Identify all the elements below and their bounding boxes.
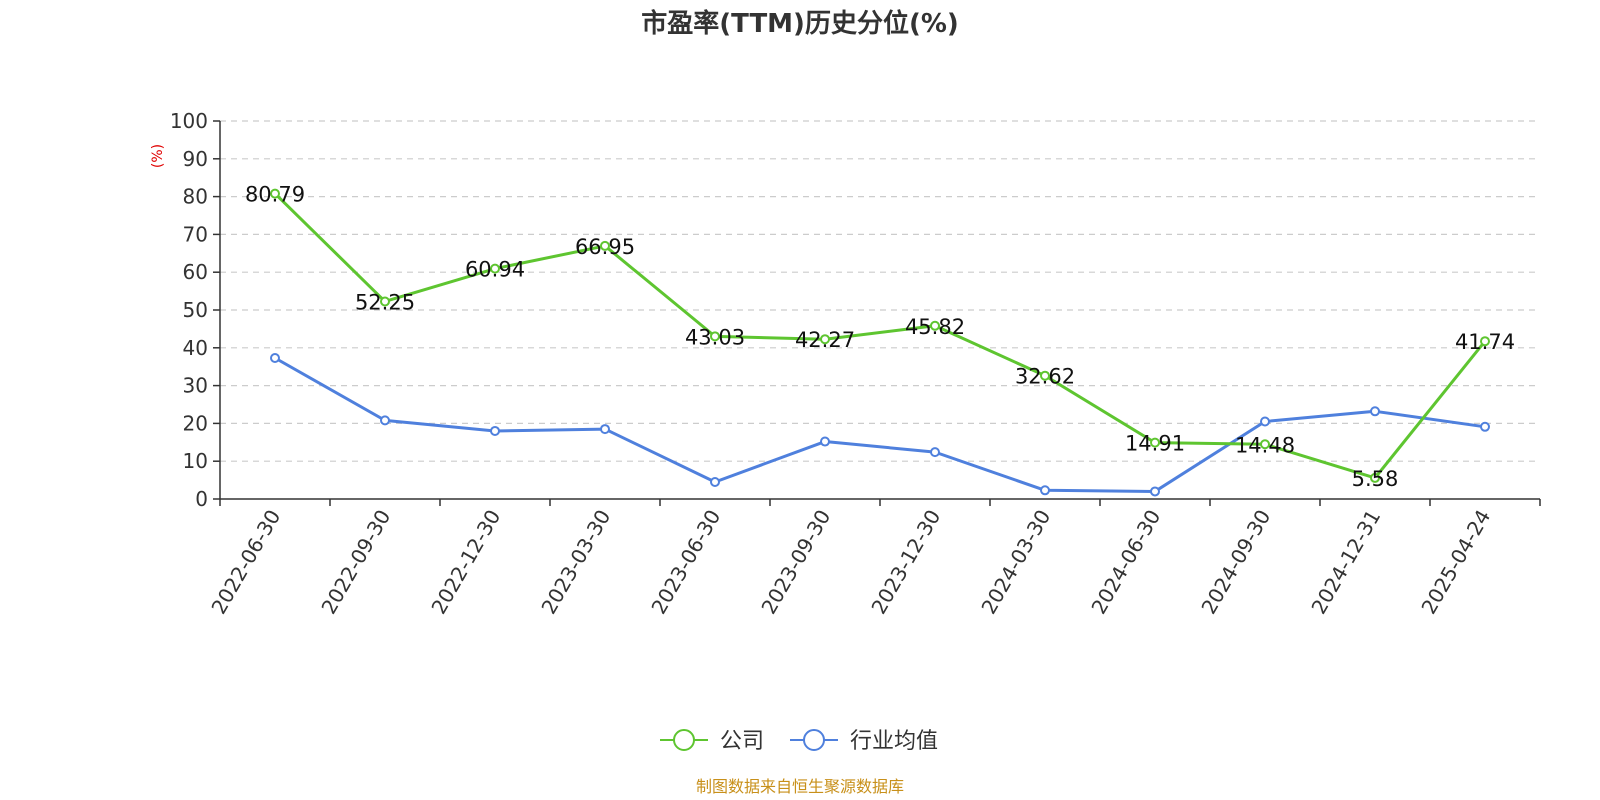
y-tick-label: 50 <box>183 298 208 322</box>
company-data-point <box>710 331 720 342</box>
company-data-point <box>1370 472 1380 483</box>
industry-average-data-point <box>270 353 280 364</box>
x-tick-label: 2024-03-30 <box>976 506 1055 619</box>
company-data-label: 14.48 <box>1235 433 1295 457</box>
legend-label-industry-average: 行业均值 <box>850 729 938 754</box>
y-tick-label: 40 <box>183 336 208 360</box>
y-tick-label: 0 <box>195 487 208 511</box>
company-data-point <box>820 334 830 345</box>
company-data-label: 60.94 <box>465 258 525 282</box>
axes: 0 10 20 30 40 50 60 70 80 90 100 2022-06-30 2022-09-… <box>170 109 1541 619</box>
industry-average-data-point <box>1370 406 1380 417</box>
x-tick-label: 2022-12-30 <box>426 506 505 619</box>
x-tick-label: 2023-09-30 <box>756 506 835 619</box>
y-tick-label: 90 <box>183 147 208 171</box>
company-data-point <box>600 240 610 251</box>
series-lines <box>270 188 1490 497</box>
industry-average-data-point <box>1040 485 1050 496</box>
x-tick-label: 2023-06-30 <box>646 506 725 619</box>
industry-average-data-point <box>710 476 720 487</box>
industry-average-series-line <box>274 356 1486 493</box>
industry-average-data-point <box>1480 421 1490 432</box>
x-tick-label: 2022-09-30 <box>316 506 395 619</box>
legend-item-company[interactable]: 公司 <box>660 729 764 754</box>
industry-average-data-point <box>490 425 500 436</box>
x-tick-label: 2022-06-30 <box>206 506 285 619</box>
industry-average-data-point <box>930 447 940 458</box>
y-tick-label: 70 <box>183 222 208 246</box>
y-tick-label: 30 <box>183 374 208 398</box>
company-data-label: 80.79 <box>245 183 305 207</box>
y-tick-label: 80 <box>183 185 208 209</box>
legend-marker-icon <box>673 729 695 751</box>
y-tick-label: 100 <box>170 109 208 133</box>
legend[interactable]: 公司 行业均值 <box>660 729 938 754</box>
company-data-label: 52.25 <box>355 290 415 314</box>
company-data-point <box>930 320 940 331</box>
data-source-note: 制图数据来自恒生聚源数据库 <box>696 777 904 796</box>
y-axis-unit: (%) <box>150 144 166 168</box>
company-data-label: 43.03 <box>685 325 745 349</box>
industry-average-data-point <box>1260 416 1270 427</box>
y-tick-label: 60 <box>183 260 208 284</box>
company-data-label: 42.27 <box>795 328 855 352</box>
company-data-label: 5.58 <box>1352 467 1399 491</box>
company-series-line <box>273 192 1487 480</box>
company-data-label: 41.74 <box>1455 330 1515 354</box>
x-tick-label: 2023-12-30 <box>866 506 945 619</box>
industry-average-data-point <box>1150 486 1160 497</box>
x-tick-label: 2024-09-30 <box>1196 506 1275 619</box>
company-data-label: 45.82 <box>905 315 965 339</box>
legend-label-company: 公司 <box>720 729 764 754</box>
legend-item-industry-average[interactable]: 行业均值 <box>790 729 938 754</box>
company-data-point <box>1480 336 1490 347</box>
company-data-point <box>1260 439 1270 450</box>
data-labels: 80.79 52.25 60.94 66.95 43.03 42.27 45.82 32.62… <box>245 183 1515 491</box>
grid-lines <box>220 120 1540 462</box>
company-data-point <box>1040 370 1050 381</box>
industry-average-data-point <box>380 415 390 426</box>
industry-average-data-point <box>820 436 830 447</box>
x-tick-label: 2024-12-31 <box>1306 506 1385 619</box>
company-data-point <box>270 188 280 199</box>
company-data-label: 66.95 <box>575 235 635 259</box>
company-data-point <box>490 263 500 274</box>
industry-average-data-point <box>600 424 610 435</box>
y-tick-label: 10 <box>183 449 208 473</box>
company-data-label: 14.91 <box>1125 432 1185 456</box>
company-data-label: 32.62 <box>1015 365 1075 389</box>
y-tick-label: 20 <box>183 411 208 435</box>
company-data-point <box>1150 437 1160 448</box>
x-tick-label: 2025-04-24 <box>1416 506 1495 619</box>
x-tick-label: 2024-06-30 <box>1086 506 1165 619</box>
chart-title: 市盈率(TTM)历史分位(%) <box>641 8 959 39</box>
legend-marker-icon <box>803 729 825 751</box>
company-data-point <box>380 296 390 307</box>
x-tick-label: 2023-03-30 <box>536 506 615 619</box>
